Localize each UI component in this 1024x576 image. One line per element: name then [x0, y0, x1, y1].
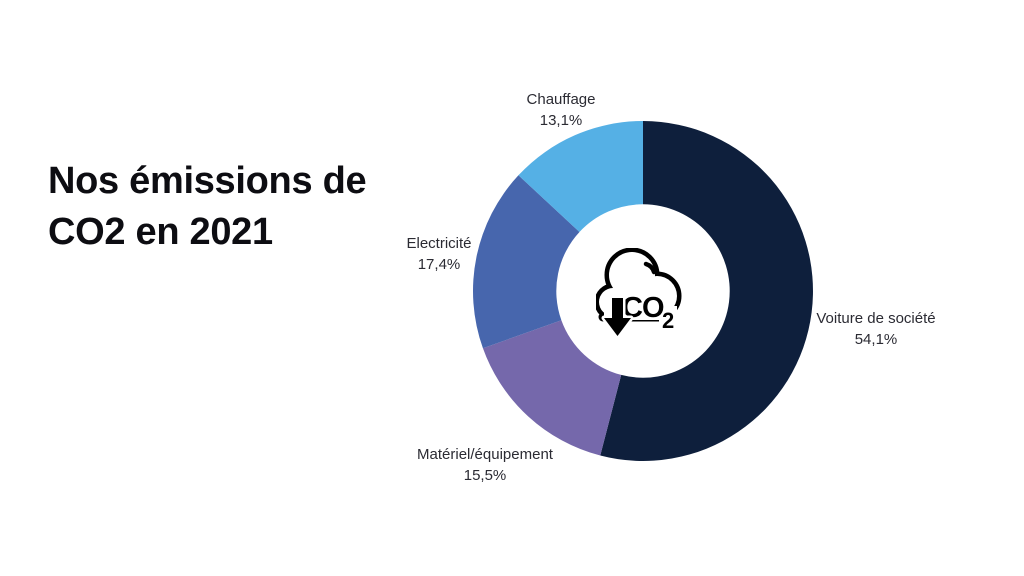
donut-slice-1 — [482, 320, 622, 456]
subscript-gap — [659, 306, 677, 330]
page-title: Nos émissions de CO2 en 2021 — [48, 156, 367, 258]
slice-label-materiel: Matériel/équipement 15,5% — [417, 444, 553, 486]
slice-category: Voiture de société — [816, 310, 936, 327]
donut-slice-0 — [600, 121, 813, 461]
donut-chart — [473, 121, 813, 461]
slice-value: 17,4% — [417, 256, 461, 273]
title-line-1: Nos émissions de — [48, 160, 367, 202]
donut-slice-2 — [473, 175, 580, 349]
slice-value: 13,1% — [539, 112, 583, 129]
slice-category: Chauffage — [526, 91, 596, 108]
down-arrow-icon — [604, 298, 631, 336]
title-line-2: CO2 en 2021 — [48, 211, 273, 253]
slice-category: Electricité — [406, 235, 472, 252]
slice-value: 15,5% — [463, 467, 507, 484]
slice-label-electricite: Electricité 17,4% — [406, 233, 471, 275]
slice-value: 54,1% — [854, 331, 898, 348]
slice-label-voiture: Voiture de société 54,1% — [816, 308, 935, 350]
donut-slice-3 — [518, 121, 643, 232]
slice-category: Matériel/équipement — [417, 446, 553, 463]
co2-icon-wrapper: CO 2 — [594, 247, 688, 340]
cloud-detail-arc — [643, 261, 657, 275]
co2-cloud-down-arrow-icon: CO 2 — [594, 247, 682, 339]
slice-label-chauffage: Chauffage 13,1% — [527, 89, 596, 131]
co2-icon-subscript: 2 — [662, 308, 674, 333]
